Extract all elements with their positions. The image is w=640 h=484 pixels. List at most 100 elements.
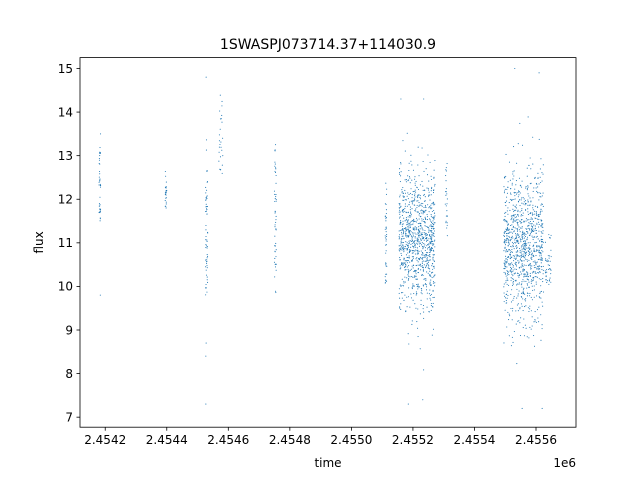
data-point	[421, 228, 423, 230]
data-point	[207, 232, 209, 234]
data-point	[385, 209, 387, 211]
data-point	[503, 283, 505, 285]
data-point	[520, 246, 522, 248]
data-point	[421, 274, 423, 276]
data-point	[411, 219, 413, 222]
data-point	[511, 263, 513, 265]
data-point	[414, 220, 416, 223]
data-point	[530, 211, 532, 214]
data-point	[529, 292, 531, 295]
data-point	[413, 285, 415, 287]
data-point	[221, 114, 223, 116]
data-point	[521, 219, 523, 221]
data-point	[407, 226, 409, 228]
data-point	[445, 194, 447, 196]
data-point	[520, 186, 523, 188]
data-point	[541, 232, 543, 234]
data-point	[510, 238, 512, 240]
data-point	[430, 248, 432, 251]
y-tick-label: 9	[65, 323, 73, 337]
data-point	[517, 251, 519, 253]
data-point	[514, 220, 516, 222]
data-point	[539, 251, 541, 254]
data-point	[535, 262, 537, 264]
data-point	[522, 214, 524, 217]
data-point	[220, 169, 222, 171]
data-point	[275, 194, 277, 196]
data-point	[542, 281, 544, 283]
data-point	[508, 319, 510, 321]
data-point	[512, 299, 514, 301]
data-point	[513, 198, 515, 201]
data-point	[419, 231, 421, 233]
data-point	[445, 215, 447, 217]
data-point	[420, 292, 422, 294]
data-point	[164, 205, 166, 207]
data-point	[411, 200, 413, 202]
data-point	[427, 252, 429, 254]
data-point	[432, 289, 434, 291]
data-point	[541, 238, 543, 240]
data-point	[400, 205, 402, 207]
data-point	[403, 237, 405, 239]
data-point	[506, 271, 509, 273]
data-point	[415, 264, 418, 266]
data-point	[542, 164, 544, 166]
data-point	[521, 144, 524, 146]
data-point	[525, 185, 527, 188]
data-point	[525, 264, 527, 266]
data-point	[532, 228, 534, 230]
data-point	[205, 269, 207, 271]
data-point	[432, 249, 435, 251]
data-point	[539, 297, 541, 299]
data-point	[541, 301, 543, 303]
data-point	[416, 200, 418, 202]
data-point	[407, 216, 409, 218]
data-point	[420, 204, 422, 206]
data-point	[531, 279, 533, 281]
data-point	[422, 229, 424, 231]
data-point	[386, 273, 388, 275]
data-point	[408, 270, 410, 272]
data-point	[506, 235, 508, 237]
data-point	[404, 263, 406, 265]
data-point	[513, 248, 515, 250]
data-point	[504, 263, 506, 265]
data-point	[414, 196, 416, 198]
data-point	[535, 213, 538, 215]
data-point	[525, 187, 527, 189]
data-point	[534, 177, 536, 179]
data-point	[421, 227, 423, 229]
data-point	[425, 240, 428, 242]
data-point	[219, 94, 221, 96]
data-point	[518, 290, 520, 292]
data-point	[509, 264, 511, 266]
data-point	[512, 265, 514, 267]
data-point	[537, 271, 539, 274]
data-point	[205, 224, 207, 227]
data-point	[529, 228, 531, 230]
data-point	[429, 294, 431, 296]
data-point	[527, 211, 529, 213]
data-point	[518, 255, 520, 257]
data-point	[512, 220, 514, 222]
data-point	[526, 283, 528, 285]
data-point	[427, 187, 429, 189]
chart-title: 1SWASPJ073714.37+114030.9	[220, 37, 436, 53]
data-point	[409, 276, 411, 278]
data-point	[407, 175, 409, 177]
data-point	[433, 267, 435, 269]
data-point	[514, 239, 516, 241]
data-point	[534, 176, 536, 178]
data-point	[512, 275, 514, 277]
data-point	[417, 253, 419, 255]
data-point	[506, 229, 508, 231]
data-point	[206, 170, 209, 172]
data-point	[415, 221, 417, 223]
data-point	[517, 310, 519, 312]
data-point	[534, 229, 536, 231]
data-point	[508, 274, 510, 276]
data-point	[406, 277, 408, 279]
data-point	[515, 280, 517, 282]
